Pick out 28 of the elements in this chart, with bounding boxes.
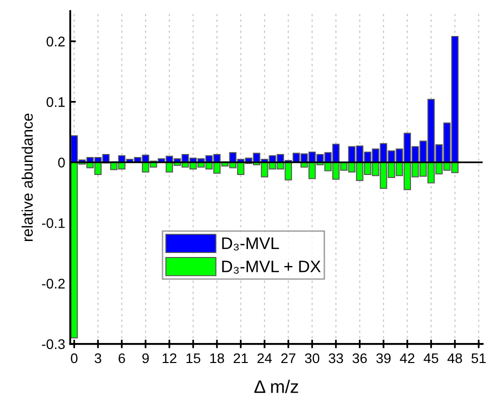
x-tick-label: 0 (70, 353, 78, 364)
x-tick-label: 24 (258, 353, 272, 364)
x-tick-label: 36 (352, 353, 367, 364)
y-tick-label: -0.3 (42, 339, 65, 350)
y-tick-label: 0.2 (46, 36, 65, 46)
legend-label: D₃-MVL (222, 238, 279, 251)
x-tick-label: 3 (94, 353, 102, 364)
x-tick-label: 18 (210, 353, 224, 364)
x-tick-label: 42 (400, 353, 414, 364)
x-tick-label: 12 (162, 353, 176, 364)
y-tick-label: 0 (58, 158, 65, 168)
y-axis-title: relative abundance (22, 114, 33, 242)
x-tick-label: 51 (472, 353, 486, 364)
x-tick-label: 39 (376, 353, 391, 364)
x-tick-label: 27 (281, 353, 296, 364)
y-tick-label: -0.2 (42, 278, 65, 289)
x-axis-title: Δ m/z (254, 380, 298, 394)
x-tick-label: 21 (234, 353, 248, 364)
x-tick-label: 6 (118, 353, 126, 364)
x-tick-label: 15 (186, 353, 200, 364)
x-tick-label: 45 (424, 353, 438, 364)
y-tick-label: -0.1 (42, 218, 65, 228)
legend-label: D₃-MVL + DX (222, 260, 321, 274)
x-tick-label: 30 (304, 353, 320, 364)
x-tick-label: 48 (447, 353, 462, 364)
x-tick-label: 9 (142, 353, 149, 364)
x-tick-label: 33 (328, 353, 344, 364)
y-tick-label: 0.1 (46, 97, 65, 107)
